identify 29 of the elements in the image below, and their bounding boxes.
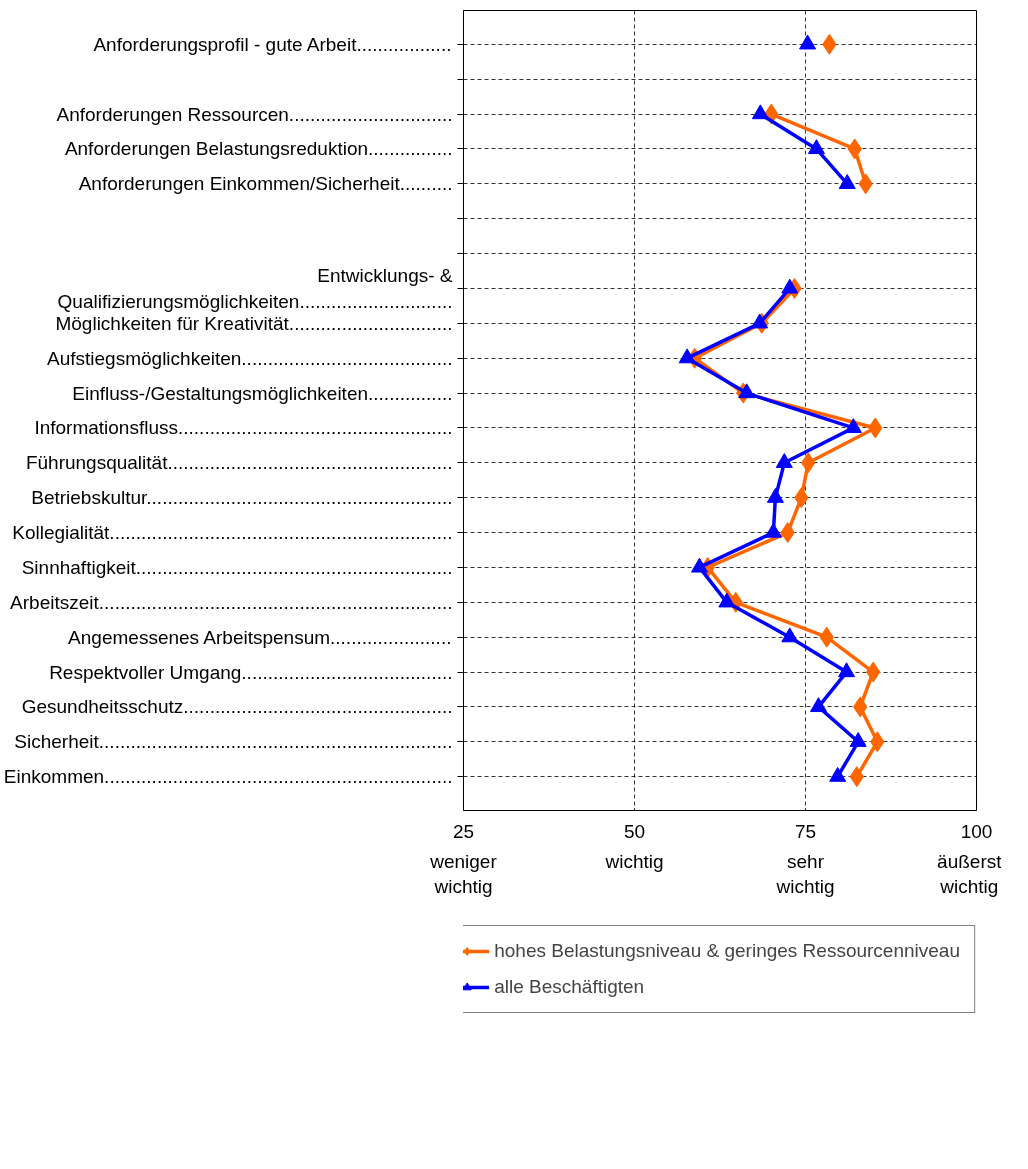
text: äußerst wichtig <box>937 850 1003 897</box>
y-tick-label: Aufstiegsmöglichkeiten........................................ <box>47 347 453 369</box>
y-tick-label: Anforderungen Einkommen/Sicherheit.......... <box>78 173 453 195</box>
y-tick-label: Anforderungen Ressourcen............................... <box>56 103 453 125</box>
y-tick-label: Einfluss-/Gestaltungsmöglichkeiten................ <box>72 382 453 404</box>
x-tick-label: 100 <box>960 820 993 842</box>
legend-label: alle Beschäftigten <box>494 976 645 998</box>
y-tick-label: Angemessenes Arbeitspensum....................... <box>68 626 452 648</box>
y-tick-label: Entwicklungs- & Qualifizierungsmöglichkeiten............................. <box>57 265 453 312</box>
y-tick-label: Anforderungsprofil - gute Arbeit.................. <box>93 33 452 55</box>
y-tick-label: Führungsqualität...................................................... <box>25 452 453 474</box>
legend-label: hohes Belastungsniveau & geringes Ressourcenniveau <box>494 940 960 962</box>
text: wichtig <box>604 850 664 872</box>
text: weniger wichtig <box>429 850 498 897</box>
y-tick-label: Sicherheit................................................................... <box>14 731 453 753</box>
y-tick-label: Gesundheitsschutz................................................... <box>21 696 453 718</box>
x-tick-label: 75 <box>794 820 817 842</box>
y-tick-label: Anforderungen Belastungsreduktion................ <box>64 138 453 160</box>
text: sehr wichtig <box>775 850 835 897</box>
y-tick-label: Arbeitszeit................................................................... <box>10 591 453 613</box>
y-tick-label: Einkommen.................................................................. <box>3 766 453 788</box>
y-tick-label: Kollegialität................................................................. <box>12 522 453 544</box>
y-tick-label: Informationsfluss.................................................... <box>34 417 453 439</box>
y-tick-label: Sinnhaftigkeit............................................................ <box>21 556 453 578</box>
y-tick-label: Möglichkeiten für Kreativität............................... <box>55 312 453 334</box>
x-tick-label: 25 <box>452 820 475 842</box>
y-tick-label: Respektvoller Umgang........................................ <box>49 661 453 683</box>
x-tick-label: 50 <box>623 820 646 842</box>
y-tick-label: Betriebskultur.......................................................... <box>31 487 453 509</box>
